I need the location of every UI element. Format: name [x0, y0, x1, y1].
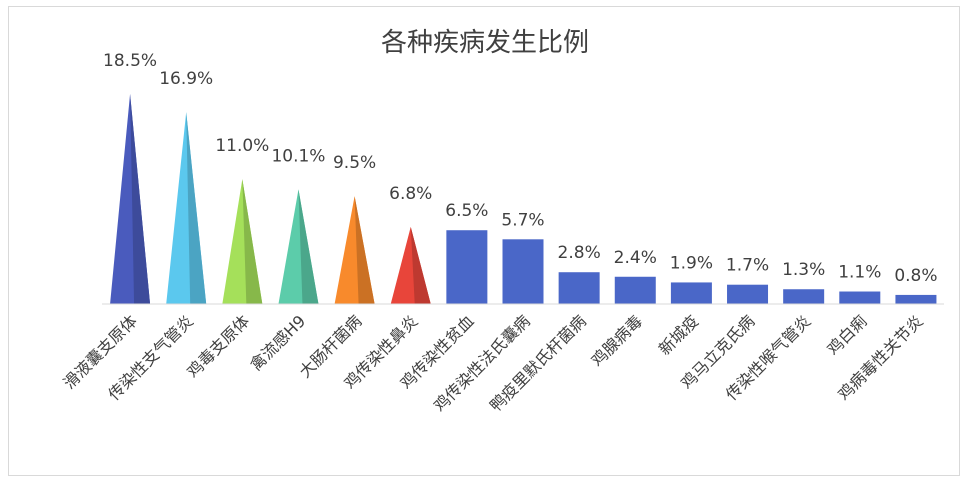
category-labels: 滑液囊支原体传染性支气管炎鸡毒支原体禽流感H9大肠杆菌病鸡传染性鼻炎鸡传染性贫血… [60, 311, 927, 415]
data-label: 1.9% [670, 253, 713, 273]
bar [670, 282, 712, 304]
data-label: 10.1% [271, 146, 325, 166]
data-label: 1.7% [726, 256, 769, 276]
cone-bar-shade [354, 196, 375, 304]
data-label: 1.3% [782, 260, 825, 280]
bar [614, 276, 656, 304]
cone-bar-shade [242, 179, 263, 304]
data-label: 5.7% [501, 210, 544, 230]
data-label: 11.0% [215, 136, 269, 156]
category-label: 鸡腺病毒 [587, 311, 646, 370]
category-label: 新城疫 [655, 311, 702, 358]
category-label: 鸭疫里默氏杆菌病 [486, 311, 590, 415]
data-label: 6.8% [389, 184, 432, 204]
chart-frame: 各种疾病发生比例 18.5% 16.9% 11.0% 10.1% 9.5% 6.8% 6.5… [8, 6, 960, 476]
data-label: 6.5% [445, 201, 488, 221]
bar-chart: 各种疾病发生比例 18.5%16.9% 11.0%10.1% 9.5% 6.8% 6.5… [60, 28, 944, 415]
data-label: 0.8% [894, 266, 937, 286]
cone-bar-shade [298, 189, 319, 304]
cone-bar-shade [186, 112, 207, 304]
bar [502, 239, 544, 304]
data-label: 16.9% [159, 69, 213, 89]
data-label: 2.4% [614, 248, 657, 268]
data-label: 1.1% [838, 263, 881, 283]
bar [839, 291, 881, 304]
bar [558, 272, 600, 304]
data-label: 18.5% [103, 51, 157, 71]
cone-bar-shade [130, 94, 151, 305]
chart-marks [110, 94, 937, 305]
cone-bar-shade [410, 226, 431, 304]
data-labels: 18.5%16.9% 11.0%10.1% 9.5% 6.8% 6.5% 5.7% 2.8%… [103, 51, 937, 286]
bar [783, 289, 825, 304]
data-label: 2.8% [558, 243, 601, 263]
category-label: 鸡白痢 [823, 311, 870, 358]
chart-title: 各种疾病发生比例 [381, 28, 589, 58]
bar [895, 294, 937, 304]
category-label: 鸡传染性法氏囊病 [430, 311, 534, 415]
data-label: 9.5% [333, 153, 376, 173]
bar [727, 284, 769, 304]
bar [446, 230, 488, 304]
